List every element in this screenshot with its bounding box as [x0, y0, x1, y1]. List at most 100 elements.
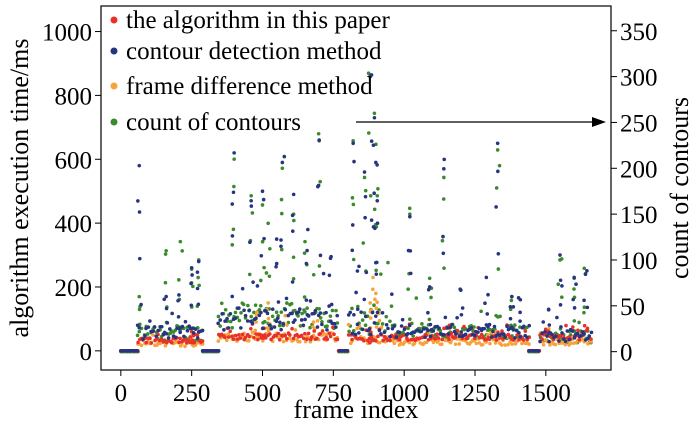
point-contour-detection-method [371, 143, 376, 148]
point-contour-detection-method [249, 198, 253, 203]
point-contour-detection-method [178, 330, 182, 335]
point-contour-detection-method [327, 273, 332, 278]
point-contour-detection-method [372, 115, 377, 120]
point-frame-difference-method [368, 301, 372, 305]
point-contour-detection-method [486, 292, 490, 297]
y-right-axis-ticks: 0 50 100 150 200 250 300 350 [611, 19, 658, 367]
point-the-algorithm-in-this-paper [243, 335, 248, 339]
x-tick-label: 1250 [450, 380, 500, 407]
point-the-algorithm-in-this-paper [236, 333, 241, 337]
point-count-of-contours [560, 295, 564, 300]
point-contour-detection-method [278, 320, 282, 325]
point-the-algorithm-in-this-paper [315, 336, 319, 341]
point-count-of-contours [441, 197, 446, 201]
point-contour-detection-method [472, 333, 477, 338]
point-contour-detection-method [182, 334, 186, 339]
point-contour-detection-method [426, 287, 431, 292]
point-count-of-contours [258, 303, 263, 308]
legend-marker-count-contours [110, 118, 118, 126]
point-contour-detection-method [394, 335, 399, 339]
point-contour-detection-method [276, 316, 280, 320]
point-contour-detection-method [165, 321, 170, 325]
point-the-algorithm-in-this-paper [453, 335, 458, 339]
point-contour-detection-method [445, 326, 450, 330]
point-contour-detection-method [554, 334, 558, 339]
point-count-of-contours [427, 276, 432, 281]
point-contour-detection-method [570, 329, 575, 333]
point-the-algorithm-in-this-paper [381, 338, 386, 343]
point-contour-detection-method [490, 335, 494, 339]
point-contour-detection-method [540, 331, 544, 335]
point-contour-detection-method [173, 335, 178, 340]
point-contour-detection-method [293, 318, 297, 322]
point-contour-detection-method [458, 287, 462, 291]
point-count-of-contours [420, 322, 424, 326]
point-count-of-contours [497, 163, 502, 168]
point-contour-detection-method [510, 325, 514, 329]
point-contour-detection-method [164, 331, 169, 336]
point-frame-difference-method [548, 343, 552, 347]
point-frame-difference-method [346, 322, 351, 327]
point-count-of-contours [375, 193, 380, 198]
point-contour-detection-method [476, 330, 480, 334]
y-right-axis-title: count of contours [665, 97, 694, 279]
point-count-of-contours [442, 175, 446, 180]
point-contour-detection-method [196, 259, 201, 264]
point-count-of-contours [347, 329, 351, 334]
point-contour-detection-method [441, 251, 446, 256]
point-frame-difference-method [216, 339, 221, 343]
point-contour-detection-method [351, 141, 355, 146]
point-contour-detection-method [183, 319, 188, 324]
point-contour-detection-method [558, 303, 563, 307]
point-contour-detection-method [352, 312, 356, 317]
point-the-algorithm-in-this-paper [283, 333, 287, 338]
point-count-of-contours [266, 221, 270, 226]
point-contour-detection-method [146, 325, 151, 329]
point-count-of-contours [216, 314, 221, 319]
point-frame-difference-method [527, 342, 531, 346]
point-the-algorithm-in-this-paper [247, 334, 252, 339]
point-the-algorithm-in-this-paper [191, 333, 196, 338]
point-count-of-contours [372, 303, 376, 307]
point-contour-detection-method [265, 311, 270, 316]
point-frame-difference-method [474, 341, 479, 346]
point-contour-detection-method [558, 253, 562, 257]
point-contour-detection-method [230, 294, 235, 299]
point-count-of-contours [360, 318, 365, 322]
point-contour-detection-method [399, 324, 404, 328]
point-contour-detection-method [225, 316, 229, 321]
point-frame-difference-method [480, 342, 485, 347]
point-count-of-contours [303, 239, 307, 244]
point-the-algorithm-in-this-paper [494, 338, 499, 342]
point-count-of-contours [442, 266, 446, 270]
point-contour-detection-method [511, 328, 516, 332]
point-the-algorithm-in-this-paper [436, 336, 441, 340]
point-contour-detection-method [223, 319, 227, 323]
point-contour-detection-method [382, 330, 387, 335]
point-contour-detection-method [450, 322, 454, 327]
point-contour-detection-method [484, 275, 489, 280]
x-tick-label: 250 [173, 380, 211, 407]
point-count-of-contours [233, 310, 238, 315]
point-contour-detection-method [272, 325, 277, 329]
point-the-algorithm-in-this-paper [447, 337, 451, 342]
point-count-of-contours [163, 280, 168, 285]
point-contour-detection-method [427, 285, 432, 289]
point-contour-detection-method [496, 251, 501, 256]
point-contour-detection-method [352, 159, 356, 164]
point-the-algorithm-in-this-paper [191, 340, 195, 345]
point-the-algorithm-in-this-paper [154, 337, 159, 341]
point-the-algorithm-in-this-paper [368, 340, 372, 345]
point-contour-detection-method [360, 327, 365, 332]
point-count-of-contours [231, 227, 236, 232]
point-contour-detection-method [426, 328, 431, 333]
point-count-of-contours [498, 314, 502, 319]
point-contour-detection-method [316, 184, 320, 189]
point-the-algorithm-in-this-paper [374, 339, 378, 343]
point-contour-detection-method [482, 326, 487, 331]
point-count-of-contours [380, 322, 385, 326]
point-contour-detection-method [220, 312, 224, 316]
x-tick-label: 750 [315, 380, 353, 407]
point-count-of-contours [334, 308, 338, 313]
point-count-of-contours [479, 309, 483, 314]
